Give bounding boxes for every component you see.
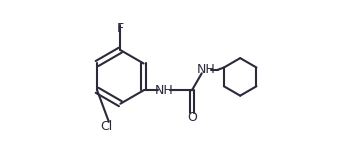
Text: NH: NH	[155, 84, 174, 97]
Text: NH: NH	[197, 63, 216, 76]
Text: O: O	[187, 111, 197, 124]
Text: Cl: Cl	[100, 121, 112, 133]
Text: F: F	[117, 22, 124, 35]
